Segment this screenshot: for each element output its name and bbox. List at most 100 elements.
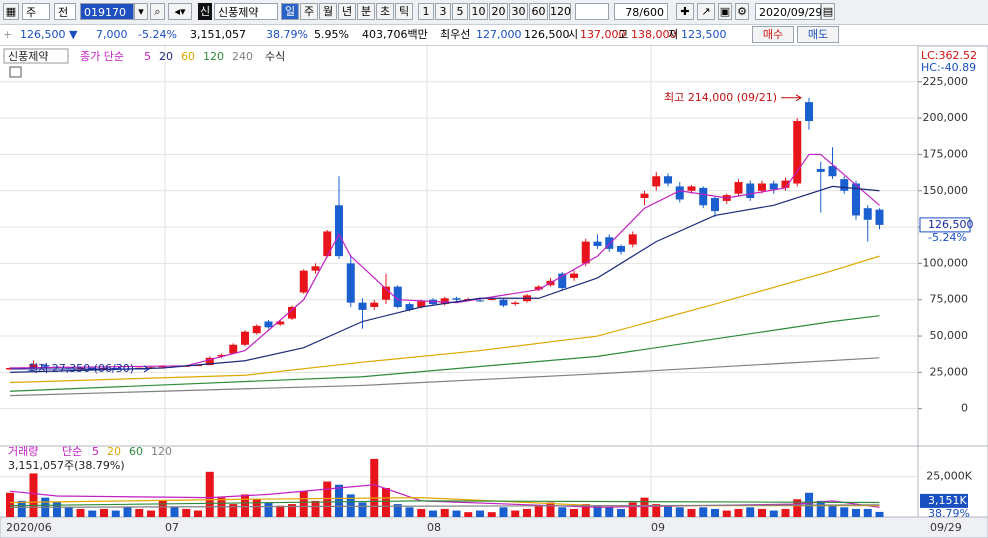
volume-bar [147, 510, 155, 517]
volume-bar [476, 510, 484, 517]
open: 137,000 [580, 28, 626, 41]
candle-body [194, 365, 202, 367]
volume-bar [182, 508, 191, 517]
chart: 신풍제약 종가 단순 LC:362.52 HC:-40.89 거래량 단순 3,… [0, 46, 988, 538]
period-button[interactable]: 10 [469, 3, 488, 20]
ma-line [9, 315, 880, 392]
table-icon[interactable] [9, 66, 22, 78]
code-input[interactable]: 019170 [80, 3, 134, 20]
x-tick-label: 09/29 [930, 521, 962, 534]
period-button[interactable]: 일 [281, 3, 299, 20]
search-button[interactable]: ⌕ [150, 3, 165, 20]
period-button[interactable]: 틱 [395, 3, 413, 20]
best-ask: 127,000 [476, 28, 522, 41]
period-button[interactable]: 20 [489, 3, 508, 20]
candle-body [358, 302, 367, 310]
x-tick-label: 07 [165, 521, 179, 534]
volume-bar [840, 507, 849, 517]
save-icon[interactable]: ▣ [718, 3, 732, 20]
settings-icon[interactable]: ⚙ [735, 3, 749, 20]
x-tick-label: 08 [427, 521, 441, 534]
calendar-icon[interactable]: ▤ [821, 3, 835, 20]
legend-kind: 종가 단순 [80, 50, 124, 63]
tool-icon[interactable]: ↗ [697, 3, 715, 20]
period-button[interactable]: 5 [452, 3, 468, 20]
volume-bar [382, 487, 390, 517]
y-tick-label: 200,000 [923, 111, 969, 124]
period-button[interactable]: 년 [338, 3, 356, 20]
candle-body [487, 298, 496, 300]
legend-box [3, 48, 69, 64]
volume-bar [628, 502, 637, 517]
annotation-low: 최저 27,350 (06/30) [28, 362, 134, 375]
candle-body [840, 179, 849, 191]
period-button[interactable]: 60 [529, 3, 548, 20]
candle-body [41, 365, 50, 367]
candle-body [476, 300, 484, 302]
volume-bar [875, 511, 884, 517]
volume-bar [581, 504, 590, 517]
y-tick-label: 175,000 [923, 147, 969, 160]
volume-bar [852, 508, 860, 517]
volume-bar [276, 505, 285, 517]
volume-legend-ma: 60 [129, 445, 143, 458]
candle-body [382, 286, 390, 300]
legend-ma: 120 [203, 50, 224, 63]
prev-button[interactable]: 전 [54, 3, 76, 20]
candle-body [628, 234, 637, 245]
low: 123,500 [681, 28, 727, 41]
volume-bar [440, 508, 449, 517]
unit-input[interactable] [575, 3, 609, 20]
volume-bar [746, 507, 755, 517]
volume-bar [699, 507, 708, 517]
candle-body [664, 176, 672, 184]
period-button[interactable]: 120 [549, 3, 571, 20]
candle-body [593, 241, 602, 246]
current-volume-rate: 38.79% [928, 507, 970, 520]
volume-bar [511, 510, 520, 517]
sound-button[interactable]: ◂▾ [168, 3, 192, 20]
candle-body [793, 121, 802, 184]
code-dropdown[interactable]: ▾ [134, 3, 148, 20]
volume-bar [29, 473, 38, 517]
y-tick-label: 75,000 [930, 293, 969, 306]
menu-icon[interactable]: ▦ [3, 3, 19, 20]
volume-bar [722, 510, 731, 517]
ma-line [9, 357, 880, 397]
candle-body [828, 166, 837, 177]
volume-bar [863, 508, 872, 517]
buy-button[interactable]: 매수 [752, 26, 794, 43]
period-button[interactable]: 초 [376, 3, 394, 20]
period-button[interactable]: 월 [319, 3, 337, 20]
expand-icon[interactable]: + [3, 28, 13, 41]
candle-body [452, 298, 461, 300]
candle-body [217, 354, 226, 357]
y-tick-label: 225,000 [923, 75, 969, 88]
candle-body [6, 368, 14, 370]
candle-body [558, 273, 567, 289]
period-button[interactable]: 30 [509, 3, 528, 20]
annotation-arrow [11, 365, 150, 373]
volume-bar [546, 502, 555, 517]
period-button[interactable]: 분 [357, 3, 375, 20]
volume-bar [570, 508, 578, 517]
volume-bar [264, 502, 273, 517]
period-button[interactable]: 3 [435, 3, 451, 20]
volume-bar [76, 508, 85, 517]
current-volume-box [920, 493, 968, 508]
y-tick-label: 0 [961, 402, 968, 415]
candle-body [816, 168, 825, 172]
volume-bar [393, 504, 402, 517]
candle-body [276, 321, 285, 325]
y-tick-label: 150,000 [923, 184, 969, 197]
period-button[interactable]: 1 [418, 3, 434, 20]
period-button[interactable]: 주 [300, 3, 318, 20]
y-tick-label: 25,000K [926, 470, 972, 483]
date-input[interactable]: 2020/09/29 [755, 3, 822, 20]
tool-icon[interactable]: ✚ [676, 3, 694, 20]
market-select[interactable]: 주 [22, 3, 50, 20]
candle-body [534, 286, 543, 290]
candle-body [805, 102, 813, 122]
candle-body [205, 357, 214, 366]
sell-button[interactable]: 매도 [797, 26, 839, 43]
